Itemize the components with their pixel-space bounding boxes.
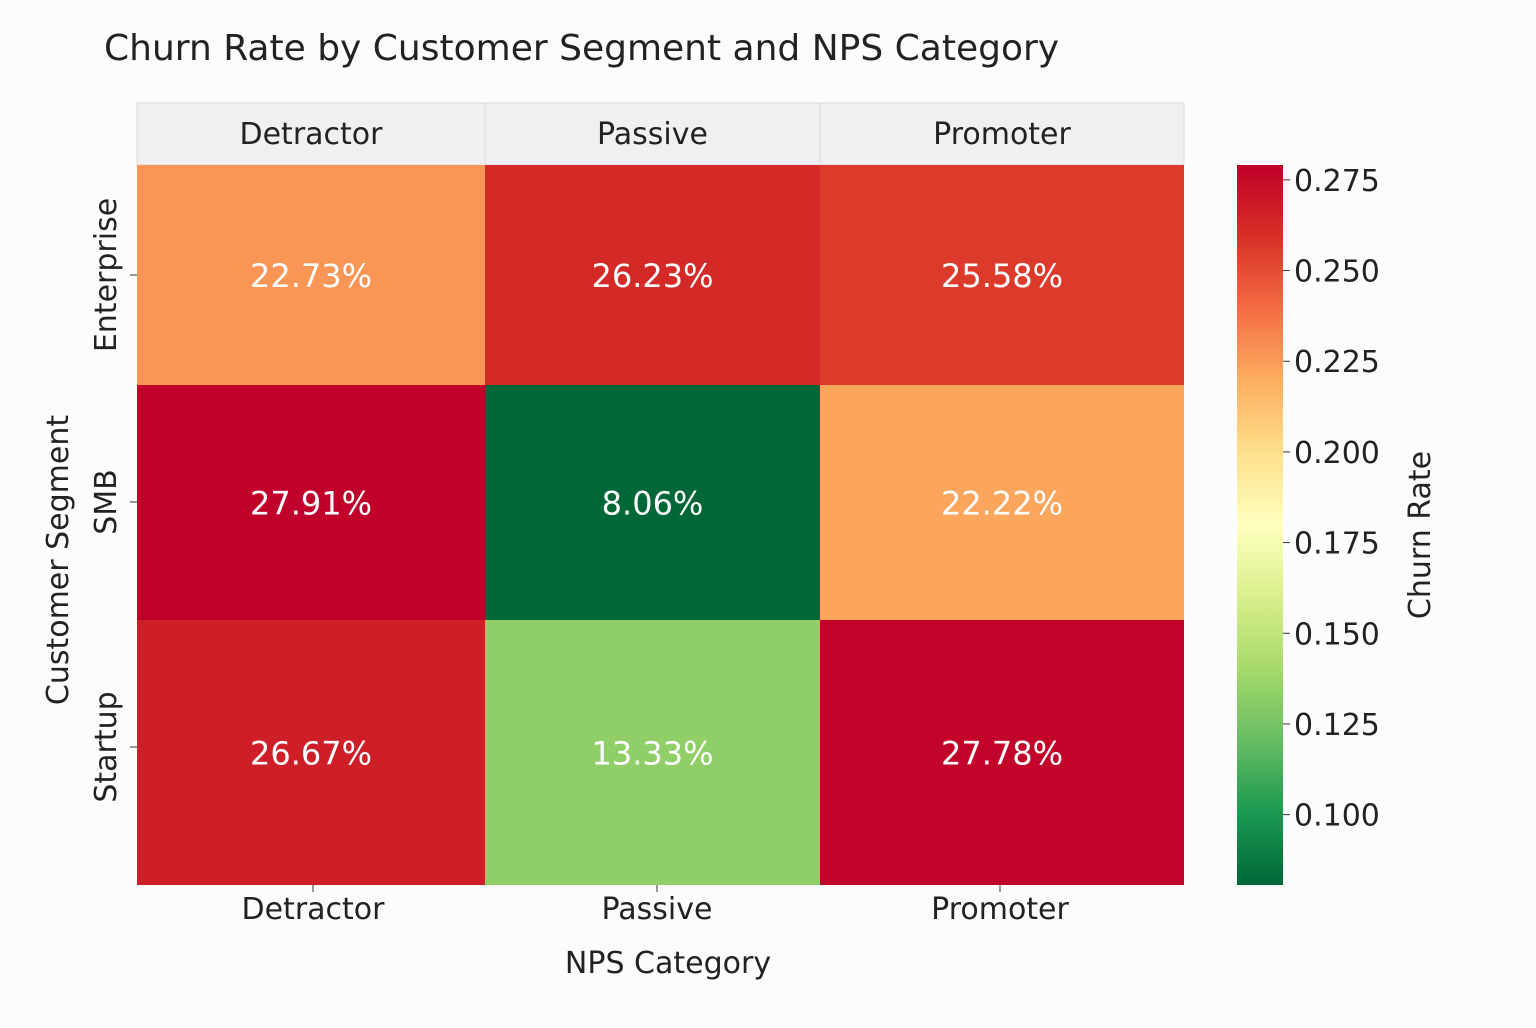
cell-annotation: 27.78% [941,735,1063,773]
colorbar-label: Churn Rate [1403,451,1438,619]
colorbar-tick-label: 0.150 [1294,617,1380,652]
y-tick-label: Enterprise [89,198,124,352]
cell-annotation: 8.06% [602,485,704,523]
cell-annotation: 22.73% [250,257,372,295]
cell-annotation: 27.91% [250,485,372,523]
cell-annotation: 13.33% [591,735,713,773]
header-label: Passive [597,117,708,152]
x-tick-label: Detractor [242,892,386,927]
cell-annotation: 25.58% [941,257,1063,295]
cell-annotation: 26.67% [250,735,372,773]
colorbar-tick-label: 0.275 [1294,164,1380,199]
y-tick-label: Startup [89,691,124,802]
y-tick-label: SMB [89,469,124,535]
heatmap-cell [820,165,1184,385]
heatmap-cell [485,620,820,885]
colorbar-tick-label: 0.175 [1294,527,1380,562]
heatmap-cell [137,165,485,385]
colorbar-tick-label: 0.225 [1294,345,1380,380]
heatmap-cell [137,620,485,885]
x-tick-label: Promoter [931,892,1069,927]
colorbar-tick-label: 0.125 [1294,708,1380,743]
heatmap-cell [485,385,820,620]
heatmap-cell [137,385,485,620]
heatmap-cell [485,165,820,385]
x-tick-label: Passive [602,892,713,927]
heatmap-cell [820,385,1184,620]
colorbar [1237,165,1283,885]
colorbar-tick-label: 0.200 [1294,436,1380,471]
header-row [136,102,1185,166]
cell-annotation: 22.22% [941,485,1063,523]
chart-title: Churn Rate by Customer Segment and NPS C… [104,28,1059,69]
x-axis-label: NPS Category [565,946,771,981]
y-axis-label: Customer Segment [41,415,76,705]
cell-annotation: 26.23% [591,257,713,295]
heatmap-cell [820,620,1184,885]
colorbar-tick-label: 0.250 [1294,255,1380,290]
header-label: Promoter [933,117,1071,152]
header-label: Detractor [240,117,384,152]
colorbar-tick-label: 0.100 [1294,799,1380,834]
